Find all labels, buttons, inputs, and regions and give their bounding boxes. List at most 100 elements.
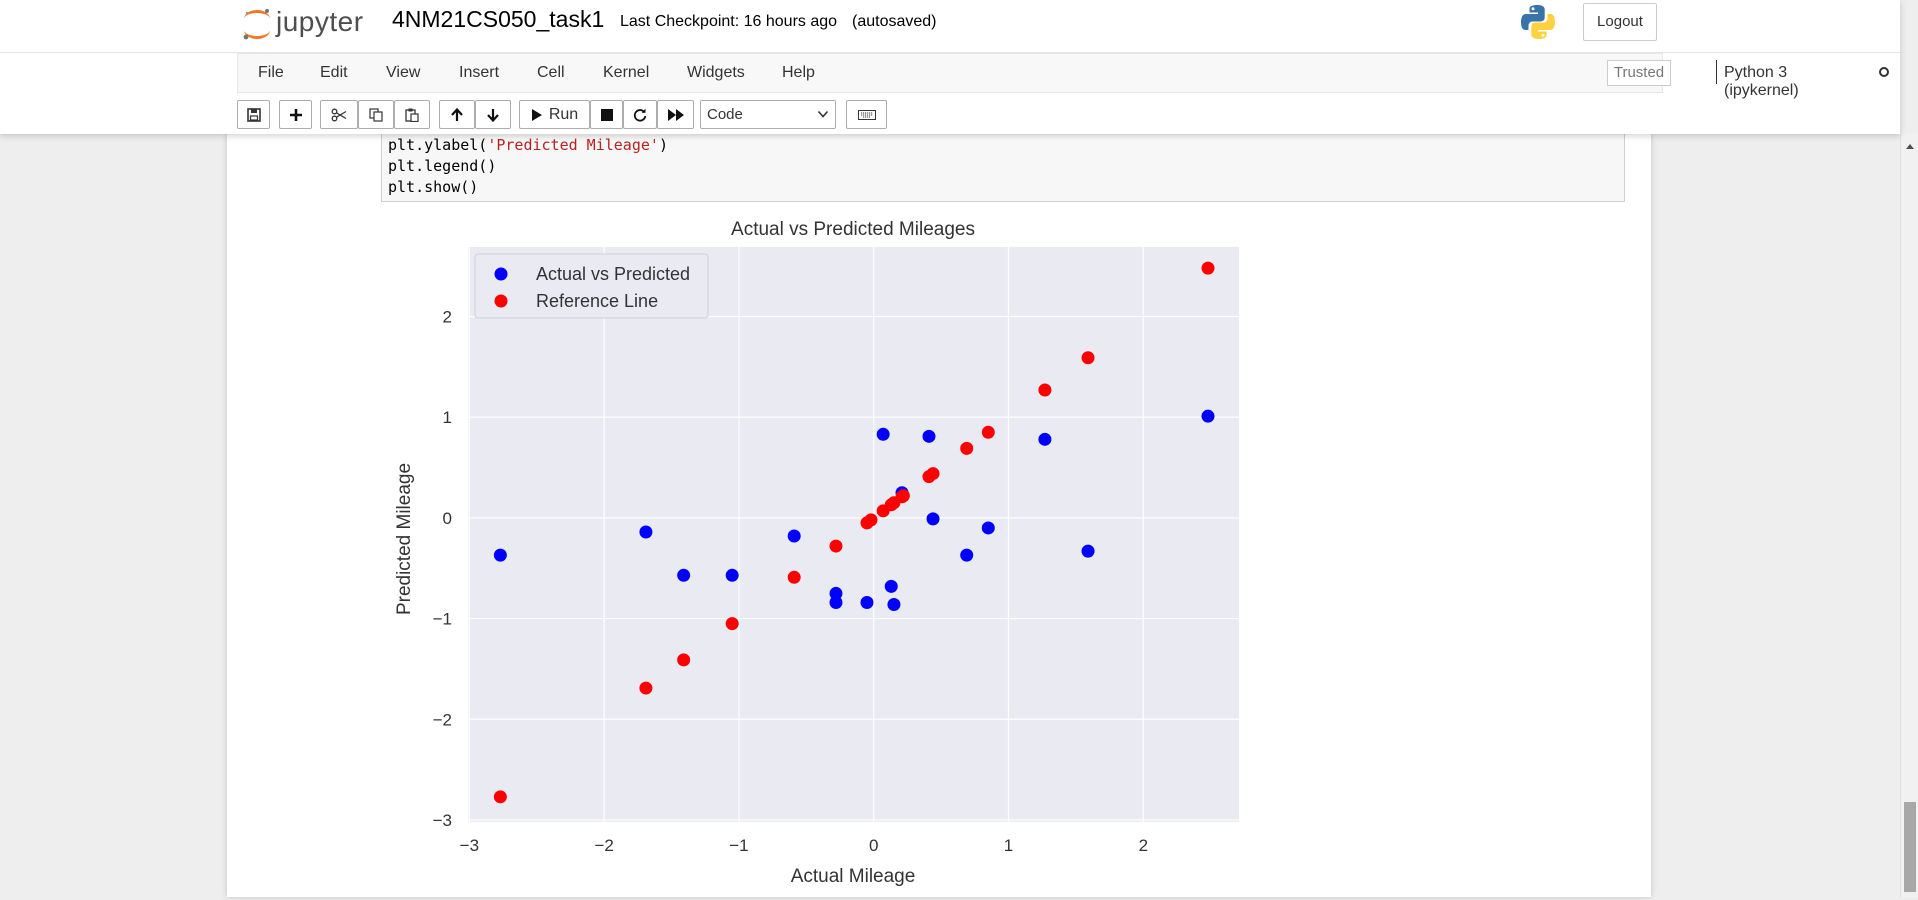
x-tick-label: −2 — [594, 836, 613, 855]
restart-icon — [633, 108, 647, 122]
actual-point — [639, 525, 653, 539]
save-icon — [246, 107, 261, 122]
actual-point — [860, 595, 874, 609]
copy-button[interactable] — [358, 100, 394, 129]
code-line: plt.ylabel('Predicted Mileage') — [388, 136, 668, 154]
jupyter-logo-icon — [243, 9, 270, 40]
reference-point — [1038, 383, 1052, 397]
cut-button[interactable] — [320, 100, 358, 129]
menu-help[interactable]: Help — [782, 64, 815, 81]
x-tick-label: −1 — [729, 836, 748, 855]
autosave-status: (autosaved) — [852, 13, 937, 30]
menu-widgets[interactable]: Widgets — [687, 64, 745, 81]
reference-point — [926, 467, 940, 481]
scrollbar-thumb[interactable] — [1904, 802, 1916, 892]
paste-icon — [405, 108, 419, 122]
x-axis-label: Actual Mileage — [791, 866, 916, 887]
page-scrollbar[interactable] — [1900, 134, 1918, 897]
code-line: plt.legend() — [388, 157, 497, 175]
plus-icon — [289, 108, 302, 121]
actual-point — [493, 548, 507, 562]
actual-point — [1201, 409, 1215, 423]
actual-point — [926, 512, 940, 526]
actual-point — [1038, 432, 1052, 446]
reference-point — [493, 790, 507, 804]
jupyter-logo-text: jupyter — [276, 6, 364, 37]
run-button[interactable]: Run — [519, 100, 590, 129]
menu-insert[interactable]: Insert — [459, 64, 500, 81]
kernel-name[interactable]: Python 3 (ipykernel) — [1724, 64, 1799, 99]
actual-point — [884, 579, 898, 593]
actual-point — [677, 568, 691, 582]
legend-marker — [494, 267, 508, 281]
menu-cell[interactable]: Cell — [537, 64, 565, 81]
stop-icon — [600, 108, 613, 121]
actual-point — [787, 529, 801, 543]
scatter-chart: Actual vs Predicted Mileages −3 −2 −1 0 1 2 −3… — [394, 219, 1239, 887]
keyboard-icon — [857, 109, 876, 120]
code-cell-input[interactable]: plt.ylabel('Predicted Mileage') plt.lege… — [381, 130, 1625, 202]
reference-point — [864, 513, 878, 527]
chart-title: Actual vs Predicted Mileages — [731, 219, 975, 240]
y-tick-label: −1 — [433, 610, 452, 629]
menu-kernel[interactable]: Kernel — [603, 64, 650, 81]
scissors-icon — [331, 108, 347, 121]
y-tick-label: −2 — [433, 710, 452, 729]
reference-point — [960, 441, 974, 455]
header-top-bar: jupyter 4NM21CS050_task1 Last Checkpoint… — [0, 0, 1900, 53]
paste-button[interactable] — [394, 100, 430, 129]
interrupt-button[interactable] — [590, 100, 623, 129]
command-palette-button[interactable] — [846, 100, 887, 129]
logout-button[interactable]: Logout — [1583, 3, 1657, 41]
insert-cell-button[interactable] — [279, 100, 312, 129]
menu-file[interactable]: File — [258, 64, 284, 81]
code-line: plt.show() — [388, 178, 479, 196]
reference-point — [896, 489, 910, 503]
kernel-separator — [1716, 60, 1717, 84]
reference-point — [829, 539, 843, 553]
menubar: File Edit View Insert Cell Kernel Widget… — [237, 53, 1889, 99]
legend-frame — [474, 253, 709, 319]
python-logo-icon — [1518, 2, 1558, 42]
legend-label: Reference Line — [536, 291, 658, 311]
fast-forward-icon — [667, 108, 684, 121]
save-button[interactable] — [237, 100, 270, 129]
notebook-header: jupyter 4NM21CS050_task1 Last Checkpoint… — [0, 0, 1900, 134]
y-axis-label: Predicted Mileage — [394, 463, 415, 615]
y-tick-label: 2 — [443, 307, 452, 326]
actual-point — [725, 568, 739, 582]
cell-type-select[interactable]: Code — [700, 100, 836, 129]
actual-point — [1081, 544, 1095, 558]
y-tick-label: 1 — [443, 408, 452, 427]
run-label: Run — [548, 105, 579, 123]
notebook-title[interactable]: 4NM21CS050_task1 — [392, 6, 605, 32]
reference-point — [981, 425, 995, 439]
menu-view[interactable]: View — [386, 64, 421, 81]
scroll-up-icon[interactable] — [1905, 142, 1915, 150]
arrow-up-icon — [451, 107, 463, 121]
jupyter-logo[interactable]: jupyter — [240, 4, 370, 44]
trusted-indicator[interactable]: Trusted — [1607, 60, 1671, 86]
chart-legend: Actual vs Predicted Reference Line — [474, 253, 709, 319]
reference-point — [787, 570, 801, 584]
menu-edit[interactable]: Edit — [320, 64, 348, 81]
actual-point — [887, 597, 901, 611]
play-icon — [531, 108, 542, 121]
reference-point — [639, 681, 653, 695]
restart-button[interactable] — [623, 100, 657, 129]
kernel-idle-icon — [1879, 67, 1889, 77]
x-tick-label: 2 — [1139, 836, 1148, 855]
restart-run-all-button[interactable] — [657, 100, 694, 129]
chevron-down-icon — [817, 110, 829, 118]
arrow-down-icon — [487, 108, 499, 122]
actual-point — [876, 427, 890, 441]
move-up-button[interactable] — [439, 100, 475, 129]
cell-type-value: Code — [707, 106, 743, 123]
move-down-button[interactable] — [475, 100, 511, 129]
reference-point — [725, 617, 739, 631]
x-tick-label: 0 — [869, 836, 878, 855]
actual-point — [960, 548, 974, 562]
actual-point — [829, 595, 843, 609]
legend-label: Actual vs Predicted — [536, 264, 690, 284]
y-tick-label: −3 — [433, 811, 452, 830]
